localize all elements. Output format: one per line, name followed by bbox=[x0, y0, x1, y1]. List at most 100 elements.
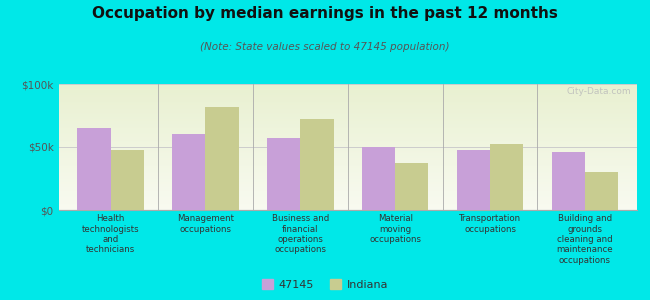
Bar bbox=[58, 158, 637, 160]
Bar bbox=[58, 104, 637, 105]
Bar bbox=[58, 99, 637, 100]
Bar bbox=[300, 119, 333, 210]
Bar bbox=[58, 98, 637, 99]
Text: Occupation by median earnings in the past 12 months: Occupation by median earnings in the pas… bbox=[92, 6, 558, 21]
Bar bbox=[58, 200, 637, 201]
Bar bbox=[58, 189, 637, 190]
Bar bbox=[395, 164, 428, 210]
Bar bbox=[58, 134, 637, 136]
Bar bbox=[58, 178, 637, 180]
Bar bbox=[58, 181, 637, 182]
Bar bbox=[58, 199, 637, 200]
Bar bbox=[58, 209, 637, 210]
Bar bbox=[58, 194, 637, 195]
Bar bbox=[58, 177, 637, 178]
Bar bbox=[58, 172, 637, 173]
Bar bbox=[58, 93, 637, 94]
Bar bbox=[58, 204, 637, 205]
Bar bbox=[58, 143, 637, 145]
Bar bbox=[58, 190, 637, 191]
Bar bbox=[58, 116, 637, 117]
Bar bbox=[58, 142, 637, 143]
Bar bbox=[58, 206, 637, 208]
Bar bbox=[267, 138, 300, 210]
Bar bbox=[58, 130, 637, 132]
Bar bbox=[58, 153, 637, 154]
Bar bbox=[58, 162, 637, 164]
Bar bbox=[58, 182, 637, 184]
Text: (Note: State values scaled to 47145 population): (Note: State values scaled to 47145 popu… bbox=[200, 42, 450, 52]
Bar bbox=[58, 154, 637, 156]
Bar bbox=[58, 105, 637, 107]
Bar bbox=[58, 112, 637, 113]
Bar bbox=[58, 186, 637, 187]
Bar bbox=[58, 161, 637, 162]
Bar bbox=[58, 202, 637, 204]
Bar bbox=[58, 129, 637, 130]
Bar bbox=[58, 171, 637, 172]
Bar bbox=[58, 173, 637, 175]
Bar bbox=[58, 95, 637, 97]
Legend: 47145, Indiana: 47145, Indiana bbox=[257, 275, 393, 294]
Bar bbox=[58, 132, 637, 133]
Bar bbox=[58, 151, 637, 152]
Bar bbox=[58, 185, 637, 186]
Bar bbox=[58, 140, 637, 141]
Bar bbox=[58, 117, 637, 118]
Bar bbox=[490, 145, 523, 210]
Bar bbox=[58, 122, 637, 123]
Bar bbox=[58, 128, 637, 129]
Bar bbox=[77, 128, 110, 210]
Bar bbox=[58, 147, 637, 148]
Bar bbox=[457, 149, 490, 210]
Bar bbox=[58, 205, 637, 206]
Bar bbox=[58, 175, 637, 176]
Bar bbox=[58, 208, 637, 209]
Bar bbox=[58, 176, 637, 177]
Bar bbox=[58, 126, 637, 127]
Bar bbox=[58, 197, 637, 199]
Bar bbox=[58, 192, 637, 194]
Bar bbox=[58, 92, 637, 93]
Bar bbox=[58, 149, 637, 151]
Bar bbox=[58, 168, 637, 170]
Bar bbox=[58, 102, 637, 103]
Bar bbox=[58, 184, 637, 185]
Bar bbox=[58, 166, 637, 167]
Bar bbox=[58, 124, 637, 126]
Bar bbox=[205, 107, 239, 210]
Bar bbox=[58, 156, 637, 157]
Bar bbox=[58, 90, 637, 92]
Bar bbox=[58, 157, 637, 158]
Bar bbox=[552, 152, 585, 210]
Bar bbox=[58, 167, 637, 168]
Bar bbox=[58, 201, 637, 202]
Bar bbox=[58, 88, 637, 89]
Bar bbox=[58, 113, 637, 114]
Bar bbox=[58, 103, 637, 104]
Bar bbox=[58, 107, 637, 108]
Bar bbox=[58, 84, 637, 85]
Bar bbox=[58, 118, 637, 119]
Bar bbox=[58, 191, 637, 192]
Bar bbox=[58, 146, 637, 147]
Bar bbox=[58, 114, 637, 116]
Bar bbox=[58, 109, 637, 110]
Bar bbox=[58, 108, 637, 109]
Bar bbox=[58, 89, 637, 90]
Bar bbox=[58, 164, 637, 165]
Bar bbox=[58, 145, 637, 146]
Bar bbox=[58, 97, 637, 98]
Bar bbox=[58, 86, 637, 88]
Bar bbox=[58, 133, 637, 134]
Bar bbox=[58, 100, 637, 102]
Bar bbox=[58, 148, 637, 149]
Bar bbox=[58, 138, 637, 140]
Bar bbox=[58, 160, 637, 161]
Text: City-Data.com: City-Data.com bbox=[567, 86, 631, 95]
Bar bbox=[58, 180, 637, 181]
Bar bbox=[58, 136, 637, 137]
Bar bbox=[58, 187, 637, 189]
Bar bbox=[172, 134, 205, 210]
Bar bbox=[58, 123, 637, 124]
